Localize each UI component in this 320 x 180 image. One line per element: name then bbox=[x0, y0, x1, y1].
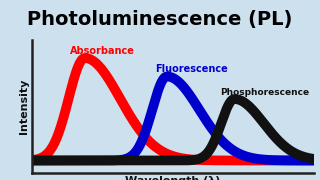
Text: Phosphorescence: Phosphorescence bbox=[220, 88, 309, 97]
Y-axis label: Intensity: Intensity bbox=[19, 78, 29, 134]
Text: Photoluminescence (PL): Photoluminescence (PL) bbox=[27, 10, 293, 29]
Text: Fluorescence: Fluorescence bbox=[155, 64, 228, 75]
X-axis label: Wavelength (λ): Wavelength (λ) bbox=[125, 176, 220, 180]
Text: Absorbance: Absorbance bbox=[70, 46, 135, 56]
